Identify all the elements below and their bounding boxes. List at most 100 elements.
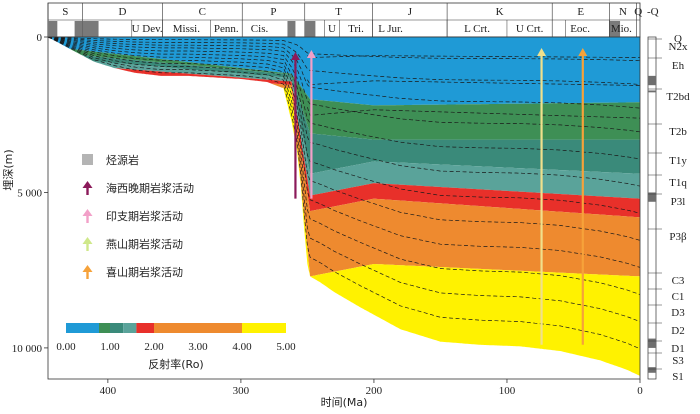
source-rock-block xyxy=(609,21,621,37)
source-rock-interval xyxy=(648,367,656,373)
strat-label: T1y xyxy=(669,155,687,167)
legend-label: 喜山期岩浆活动 xyxy=(106,265,183,279)
strat-label: D3 xyxy=(671,307,685,319)
colorbar-segment xyxy=(66,323,99,333)
x-tick-label: 400 xyxy=(100,385,117,397)
epoch-label: L Jur. xyxy=(378,23,403,35)
colorbar-tick-label: 5.00 xyxy=(276,341,296,353)
epoch-label: U Dev. xyxy=(132,23,163,35)
legend-label: 海西晚期岩浆活动 xyxy=(106,181,194,195)
period-label: J xyxy=(408,6,413,18)
colorbar-tick-label: 0.00 xyxy=(56,341,76,353)
x-tick-label: 0 xyxy=(637,385,643,397)
y-axis-label: 埋深(m) xyxy=(2,149,15,190)
colorbar-label: 反射率(Ro) xyxy=(148,357,203,371)
source-rock-interval xyxy=(648,338,656,348)
epoch-label: Eoc. xyxy=(570,23,590,35)
ro-band-2 xyxy=(48,37,640,174)
ro-band-3 xyxy=(48,37,640,199)
ro-band-4 xyxy=(48,37,640,218)
strata-line xyxy=(48,37,640,214)
strat-label: Q xyxy=(674,33,682,45)
strata-line xyxy=(48,37,640,160)
source-rock-interval xyxy=(648,75,656,86)
strat-label: Eh xyxy=(672,60,685,72)
axes: 400 300 200 100 0 0 5 000 10 000 xyxy=(12,32,644,397)
event-arrow-head xyxy=(537,48,547,56)
ro-band-6 xyxy=(48,37,640,376)
strat-label: C3 xyxy=(672,275,685,287)
period-label: T xyxy=(335,6,342,18)
strata-line xyxy=(307,79,640,86)
strat-label: P3l xyxy=(671,196,686,208)
source-rock-block xyxy=(304,21,316,37)
strat-label: P3β xyxy=(669,231,687,243)
x-tick-label: 200 xyxy=(366,385,383,397)
period-label: S xyxy=(62,6,68,18)
colorbar-segment xyxy=(123,323,137,333)
epoch-label: Mio. xyxy=(611,23,632,35)
y-tick-label: 5 000 xyxy=(17,187,42,199)
epoch-label: Cis. xyxy=(251,23,269,35)
colorbar: 0.00 1.00 2.00 3.00 4.00 5.00 反射率(Ro) xyxy=(56,323,296,371)
strat-label: N2x xyxy=(669,41,688,53)
colorbar-tick-label: 2.00 xyxy=(144,341,164,353)
x-tick-label: 100 xyxy=(499,385,516,397)
strat-label: C1 xyxy=(672,291,685,303)
legend-arrow-icon xyxy=(82,209,93,216)
colorbar-tick-label: 1.00 xyxy=(100,341,120,353)
epoch-label: L Crt. xyxy=(464,23,490,35)
quaternary-marker: -Q xyxy=(647,6,659,18)
strat-column-frame xyxy=(647,36,657,380)
colorbar-tick-label: 3.00 xyxy=(188,341,208,353)
colorbar-tick-label: 4.00 xyxy=(232,341,252,353)
y-tick-label: 0 xyxy=(37,32,43,44)
plot-border xyxy=(47,36,641,380)
ro-band-1 xyxy=(48,37,640,140)
period-label: E xyxy=(577,6,584,18)
x-axis-label: 时间(Ma) xyxy=(321,396,368,409)
legend-arrow-icon xyxy=(82,181,93,188)
period-label: D xyxy=(119,6,127,18)
epoch-label: U xyxy=(328,23,336,35)
strat-label: T2b xyxy=(669,126,687,138)
source-rock-block xyxy=(48,21,58,37)
source-rock-interval xyxy=(648,192,656,202)
strata-line xyxy=(307,107,640,119)
plot-frame xyxy=(47,36,641,380)
source-rock-block xyxy=(74,21,83,37)
strata-line xyxy=(48,37,640,295)
strat-label: S3 xyxy=(672,355,684,367)
magmatic-event-arrows xyxy=(290,48,588,345)
ro-band-5 xyxy=(48,37,640,277)
colorbar-segment xyxy=(154,323,242,333)
strat-label: T1q xyxy=(669,177,687,189)
epoch-label: U Crt. xyxy=(516,23,544,35)
legend-label: 燕山期岩浆活动 xyxy=(106,237,183,251)
source-rock-block xyxy=(287,21,296,37)
epoch-label: Missi. xyxy=(173,23,200,35)
colorbar-segment xyxy=(136,323,154,333)
y-tick-label: 10 000 xyxy=(12,343,43,355)
period-label: P xyxy=(270,6,276,18)
legend-label: 印支期岩浆活动 xyxy=(106,209,183,223)
strata-line xyxy=(48,37,640,85)
colorbar-segment xyxy=(242,323,286,333)
period-label: C xyxy=(199,6,206,18)
event-arrow-head xyxy=(578,48,588,56)
x-tick-label: 300 xyxy=(233,385,250,397)
source-rock-interval xyxy=(648,90,656,93)
period-label: N xyxy=(619,6,627,18)
strat-label: T2bd xyxy=(666,91,690,103)
source-rock-swatch xyxy=(82,154,93,165)
event-arrow-head xyxy=(306,50,316,58)
colorbar-segment xyxy=(110,323,124,333)
strat-label: D2 xyxy=(671,325,684,337)
legend-arrow-icon xyxy=(82,237,93,244)
legend-arrow-icon xyxy=(82,265,93,272)
strat-label: S1 xyxy=(672,371,684,383)
